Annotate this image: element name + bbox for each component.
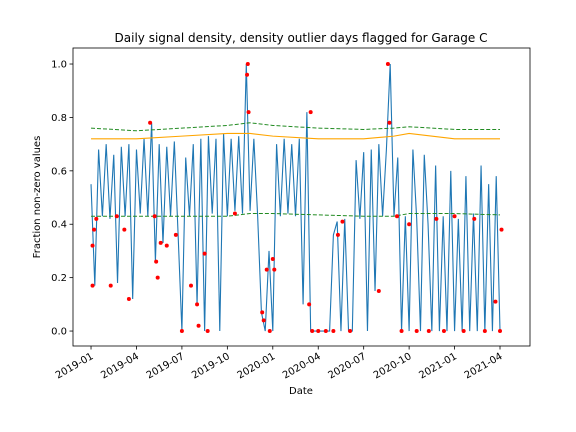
outlier-point <box>148 120 153 125</box>
y-tick-label: 0.0 <box>51 327 67 338</box>
outlier-point <box>245 62 250 67</box>
outlier-point <box>92 227 97 232</box>
outlier-point <box>205 329 210 334</box>
line-series <box>91 122 501 132</box>
line-series <box>91 213 501 217</box>
outlier-point <box>498 329 503 334</box>
outlier-point <box>164 243 169 248</box>
outlier-point <box>90 243 95 248</box>
outlier-point <box>245 72 250 77</box>
x-axis-label: Date <box>289 386 313 397</box>
outlier-point <box>261 318 266 323</box>
outlier-point <box>264 267 269 272</box>
outlier-point <box>452 214 457 219</box>
outlier-point <box>173 232 178 237</box>
outlier-point <box>246 110 251 115</box>
outlier-point <box>399 329 404 334</box>
outlier-point <box>90 283 95 288</box>
outlier-point <box>195 302 200 307</box>
outlier-point <box>126 297 131 302</box>
outlier-point <box>114 214 119 219</box>
outlier-point <box>376 288 381 293</box>
outlier-point <box>499 227 504 232</box>
outlier-point <box>196 323 201 328</box>
outlier-point <box>158 240 163 245</box>
outlier-point <box>482 329 487 334</box>
outlier-point <box>335 232 340 237</box>
outlier-point <box>260 310 265 315</box>
outlier-point <box>308 110 313 115</box>
outlier-point <box>232 211 237 216</box>
outlier-point <box>387 120 392 125</box>
outlier-point <box>441 329 446 334</box>
y-tick-label: 0.4 <box>51 220 67 231</box>
outlier-point <box>307 302 312 307</box>
outlier-point <box>407 222 412 227</box>
outlier-point <box>310 329 315 334</box>
outlier-point <box>94 216 99 221</box>
outlier-point <box>323 329 328 334</box>
outlier-point <box>188 283 193 288</box>
outlier-point <box>316 329 321 334</box>
outlier-point <box>340 219 345 224</box>
outlier-point <box>108 283 113 288</box>
line-series <box>91 132 501 140</box>
outlier-point <box>202 251 207 256</box>
y-tick-label: 1.0 <box>51 60 67 71</box>
outlier-point <box>395 214 400 219</box>
outlier-point <box>267 329 272 334</box>
chart-title: Daily signal density, density outlier da… <box>115 31 488 45</box>
plot-frame <box>72 47 531 347</box>
outlier-point <box>152 214 157 219</box>
outlier-point <box>434 216 439 221</box>
outlier-point <box>461 329 466 334</box>
outlier-point <box>272 267 277 272</box>
outlier-point <box>331 329 336 334</box>
outlier-point <box>414 329 419 334</box>
y-tick-label: 0.2 <box>51 273 67 284</box>
outlier-point <box>426 329 431 334</box>
outlier-point <box>154 259 159 264</box>
y-axis-label: Fraction non-zero values <box>32 136 43 259</box>
line-series <box>90 63 501 332</box>
outlier-point <box>122 227 127 232</box>
outlier-point <box>493 299 498 304</box>
outlier-point <box>348 329 353 334</box>
y-tick-label: 0.6 <box>51 166 67 177</box>
outlier-point <box>385 62 390 67</box>
y-tick-label: 0.8 <box>51 113 67 124</box>
outlier-point <box>179 329 184 334</box>
outlier-point <box>270 256 275 261</box>
outlier-point <box>155 275 160 280</box>
outlier-point <box>472 216 477 221</box>
